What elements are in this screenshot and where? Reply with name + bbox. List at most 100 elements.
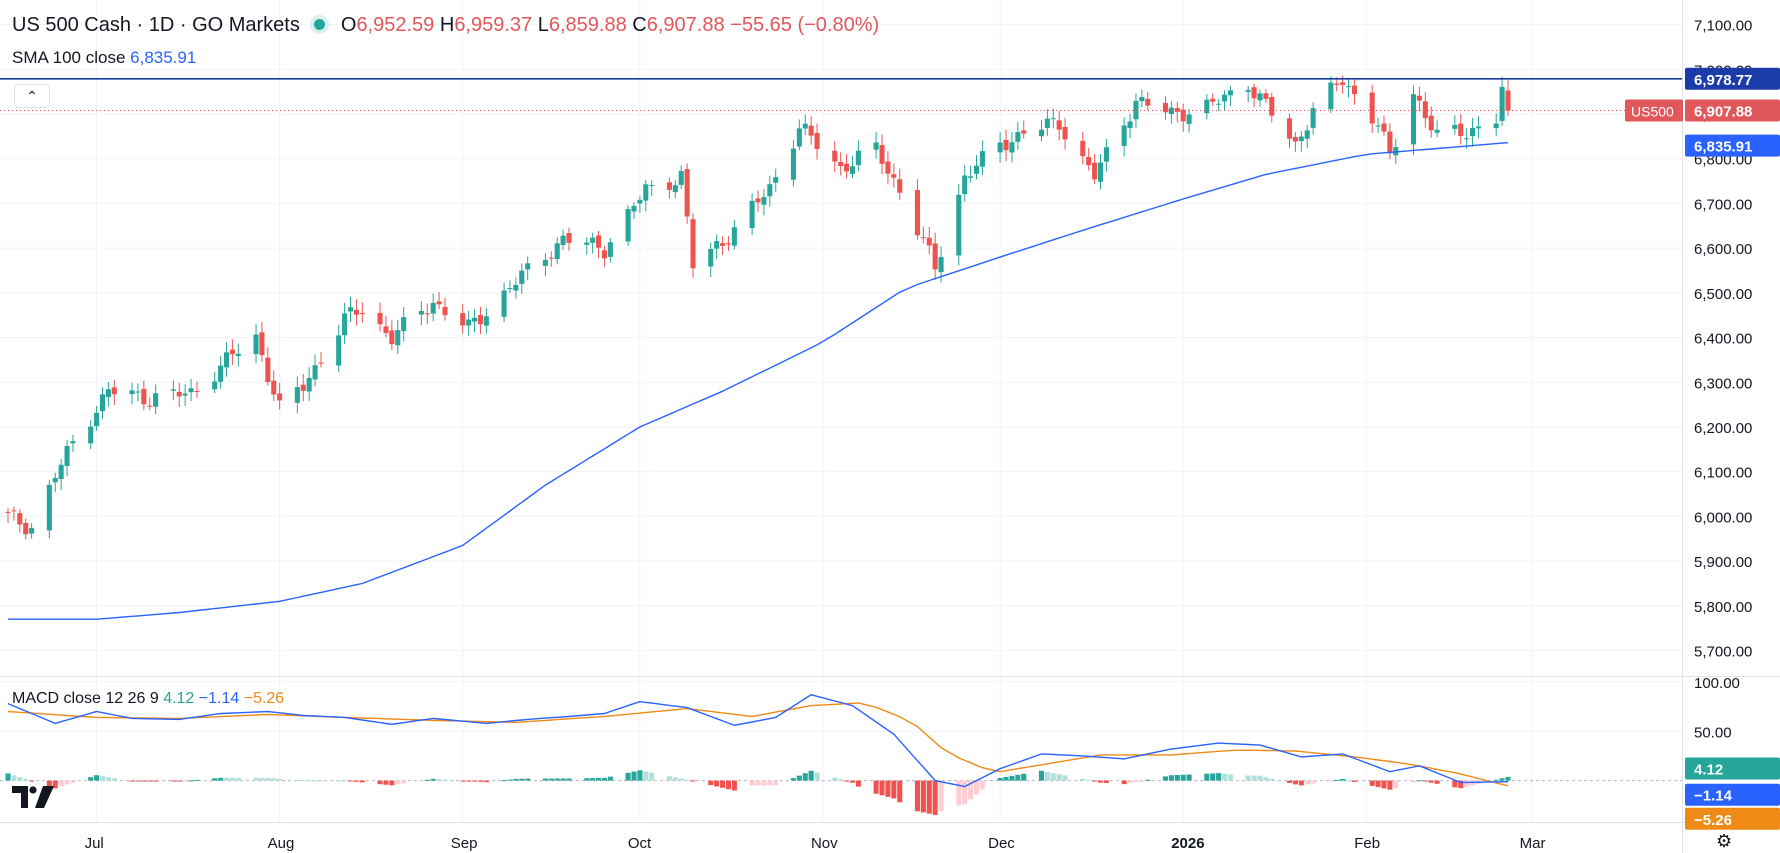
macd-legend[interactable]: MACD close 12 26 9 4.12 −1.14 −5.26 xyxy=(12,690,284,708)
candle-body xyxy=(1174,107,1180,112)
candle xyxy=(968,165,974,183)
candle xyxy=(383,316,389,338)
macd-label: MACD close 12 26 9 xyxy=(12,690,159,707)
candle xyxy=(11,506,17,521)
price-tick-label: 6,700.00 xyxy=(1694,196,1752,213)
candle-body xyxy=(796,128,802,147)
macd-hist-tag: 4.12 xyxy=(1685,757,1780,780)
candle xyxy=(23,518,29,540)
collapse-legend-button[interactable]: ⌃ xyxy=(14,84,50,108)
macd-histogram-bar xyxy=(23,779,29,781)
symbol-legend[interactable]: US 500 Cash · 1D · GO Markets O6,952.59 H… xyxy=(12,14,879,37)
candle-body xyxy=(471,317,478,322)
candle xyxy=(194,381,200,398)
macd-histogram-bar xyxy=(997,777,1003,781)
candle xyxy=(212,371,218,394)
macd-histogram-bar xyxy=(153,780,159,782)
candle-body xyxy=(182,393,188,396)
macd-histogram-bar xyxy=(513,778,519,781)
macd-histogram-bar xyxy=(1458,780,1464,789)
candle xyxy=(1003,129,1009,161)
macd-histogram-bar xyxy=(64,780,70,785)
time-axis-label: Feb xyxy=(1354,835,1380,852)
macd-histogram-bar xyxy=(731,780,737,791)
macd-histogram-bar xyxy=(832,777,838,781)
macd-histogram-bar xyxy=(1103,780,1109,783)
macd-histogram-bar xyxy=(607,776,613,781)
candle xyxy=(566,227,572,251)
candle-body xyxy=(229,349,235,355)
macd-histogram-bar xyxy=(1097,780,1104,783)
macd-histogram-bar xyxy=(601,777,607,781)
candle-body xyxy=(99,394,106,412)
candle xyxy=(684,163,690,224)
macd-histogram-bar xyxy=(353,780,359,782)
candle xyxy=(1080,131,1086,165)
candle xyxy=(1375,117,1381,134)
candle xyxy=(637,195,643,214)
candle xyxy=(814,123,820,160)
candle xyxy=(1422,92,1428,128)
candle-body xyxy=(436,301,442,305)
candle xyxy=(471,309,478,333)
settings-gear-icon[interactable]: ⚙ xyxy=(1716,831,1733,851)
candle xyxy=(229,339,235,365)
candle-body xyxy=(1505,90,1511,111)
candle-body xyxy=(88,426,94,444)
candle-body xyxy=(519,270,525,284)
macd-histogram-bar xyxy=(88,777,94,781)
macd-histogram-bar xyxy=(1428,780,1434,783)
symbol-title[interactable]: US 500 Cash · 1D · GO Markets xyxy=(12,14,300,36)
candle-body xyxy=(253,334,259,355)
macd-histogram-bar xyxy=(294,779,300,781)
candle xyxy=(306,367,312,401)
candle-body xyxy=(590,237,596,243)
tradingview-logo-icon[interactable] xyxy=(12,786,56,810)
candle xyxy=(1044,108,1050,136)
macd-histogram-bar xyxy=(708,780,714,786)
candle-body xyxy=(306,377,312,392)
macd-histogram-bar xyxy=(666,776,672,781)
macd-histogram-bar xyxy=(855,780,861,787)
candle xyxy=(838,152,844,176)
macd-histogram-bar xyxy=(755,780,761,786)
candle xyxy=(1328,76,1334,114)
macd-histogram-bar xyxy=(1216,773,1222,781)
candle-body xyxy=(1009,142,1015,153)
candle-body xyxy=(938,257,944,273)
candle-body xyxy=(897,179,903,193)
candle xyxy=(1050,108,1056,129)
macd-hist-tag-text: 4.12 xyxy=(1694,762,1723,779)
candle xyxy=(218,355,224,389)
candle-body xyxy=(1168,107,1174,115)
macd-histogram-bar xyxy=(968,780,974,800)
candle xyxy=(1097,154,1104,190)
candle-body xyxy=(1422,101,1428,119)
candle-body xyxy=(1162,102,1169,113)
macd-histogram-bar xyxy=(501,780,507,782)
macd-histogram-bar xyxy=(773,780,779,786)
macd-histogram-bar xyxy=(1328,780,1334,782)
candle-body xyxy=(1369,92,1375,124)
macd-histogram-bar xyxy=(1269,778,1275,781)
candle-body xyxy=(560,235,566,245)
candle-body xyxy=(649,184,655,186)
candle-body xyxy=(885,161,891,174)
macd-histogram-bar xyxy=(277,778,283,781)
candle-body xyxy=(542,259,548,266)
candle-body xyxy=(666,182,672,190)
candle-body xyxy=(1310,108,1316,128)
candle xyxy=(1103,139,1109,172)
macd-histogram-bar xyxy=(542,778,548,781)
candle-body xyxy=(708,248,714,267)
candle-body xyxy=(849,166,856,174)
macd-histogram-bar xyxy=(926,780,932,814)
candle-body xyxy=(383,326,389,334)
change-value: −55.65 (−0.80%) xyxy=(730,14,880,36)
sma-legend[interactable]: SMA 100 close 6,835.91 xyxy=(12,48,196,68)
candle xyxy=(1499,76,1505,126)
candle-body xyxy=(672,185,678,193)
candle-body xyxy=(873,142,879,150)
macd-histogram-bar xyxy=(223,777,230,781)
